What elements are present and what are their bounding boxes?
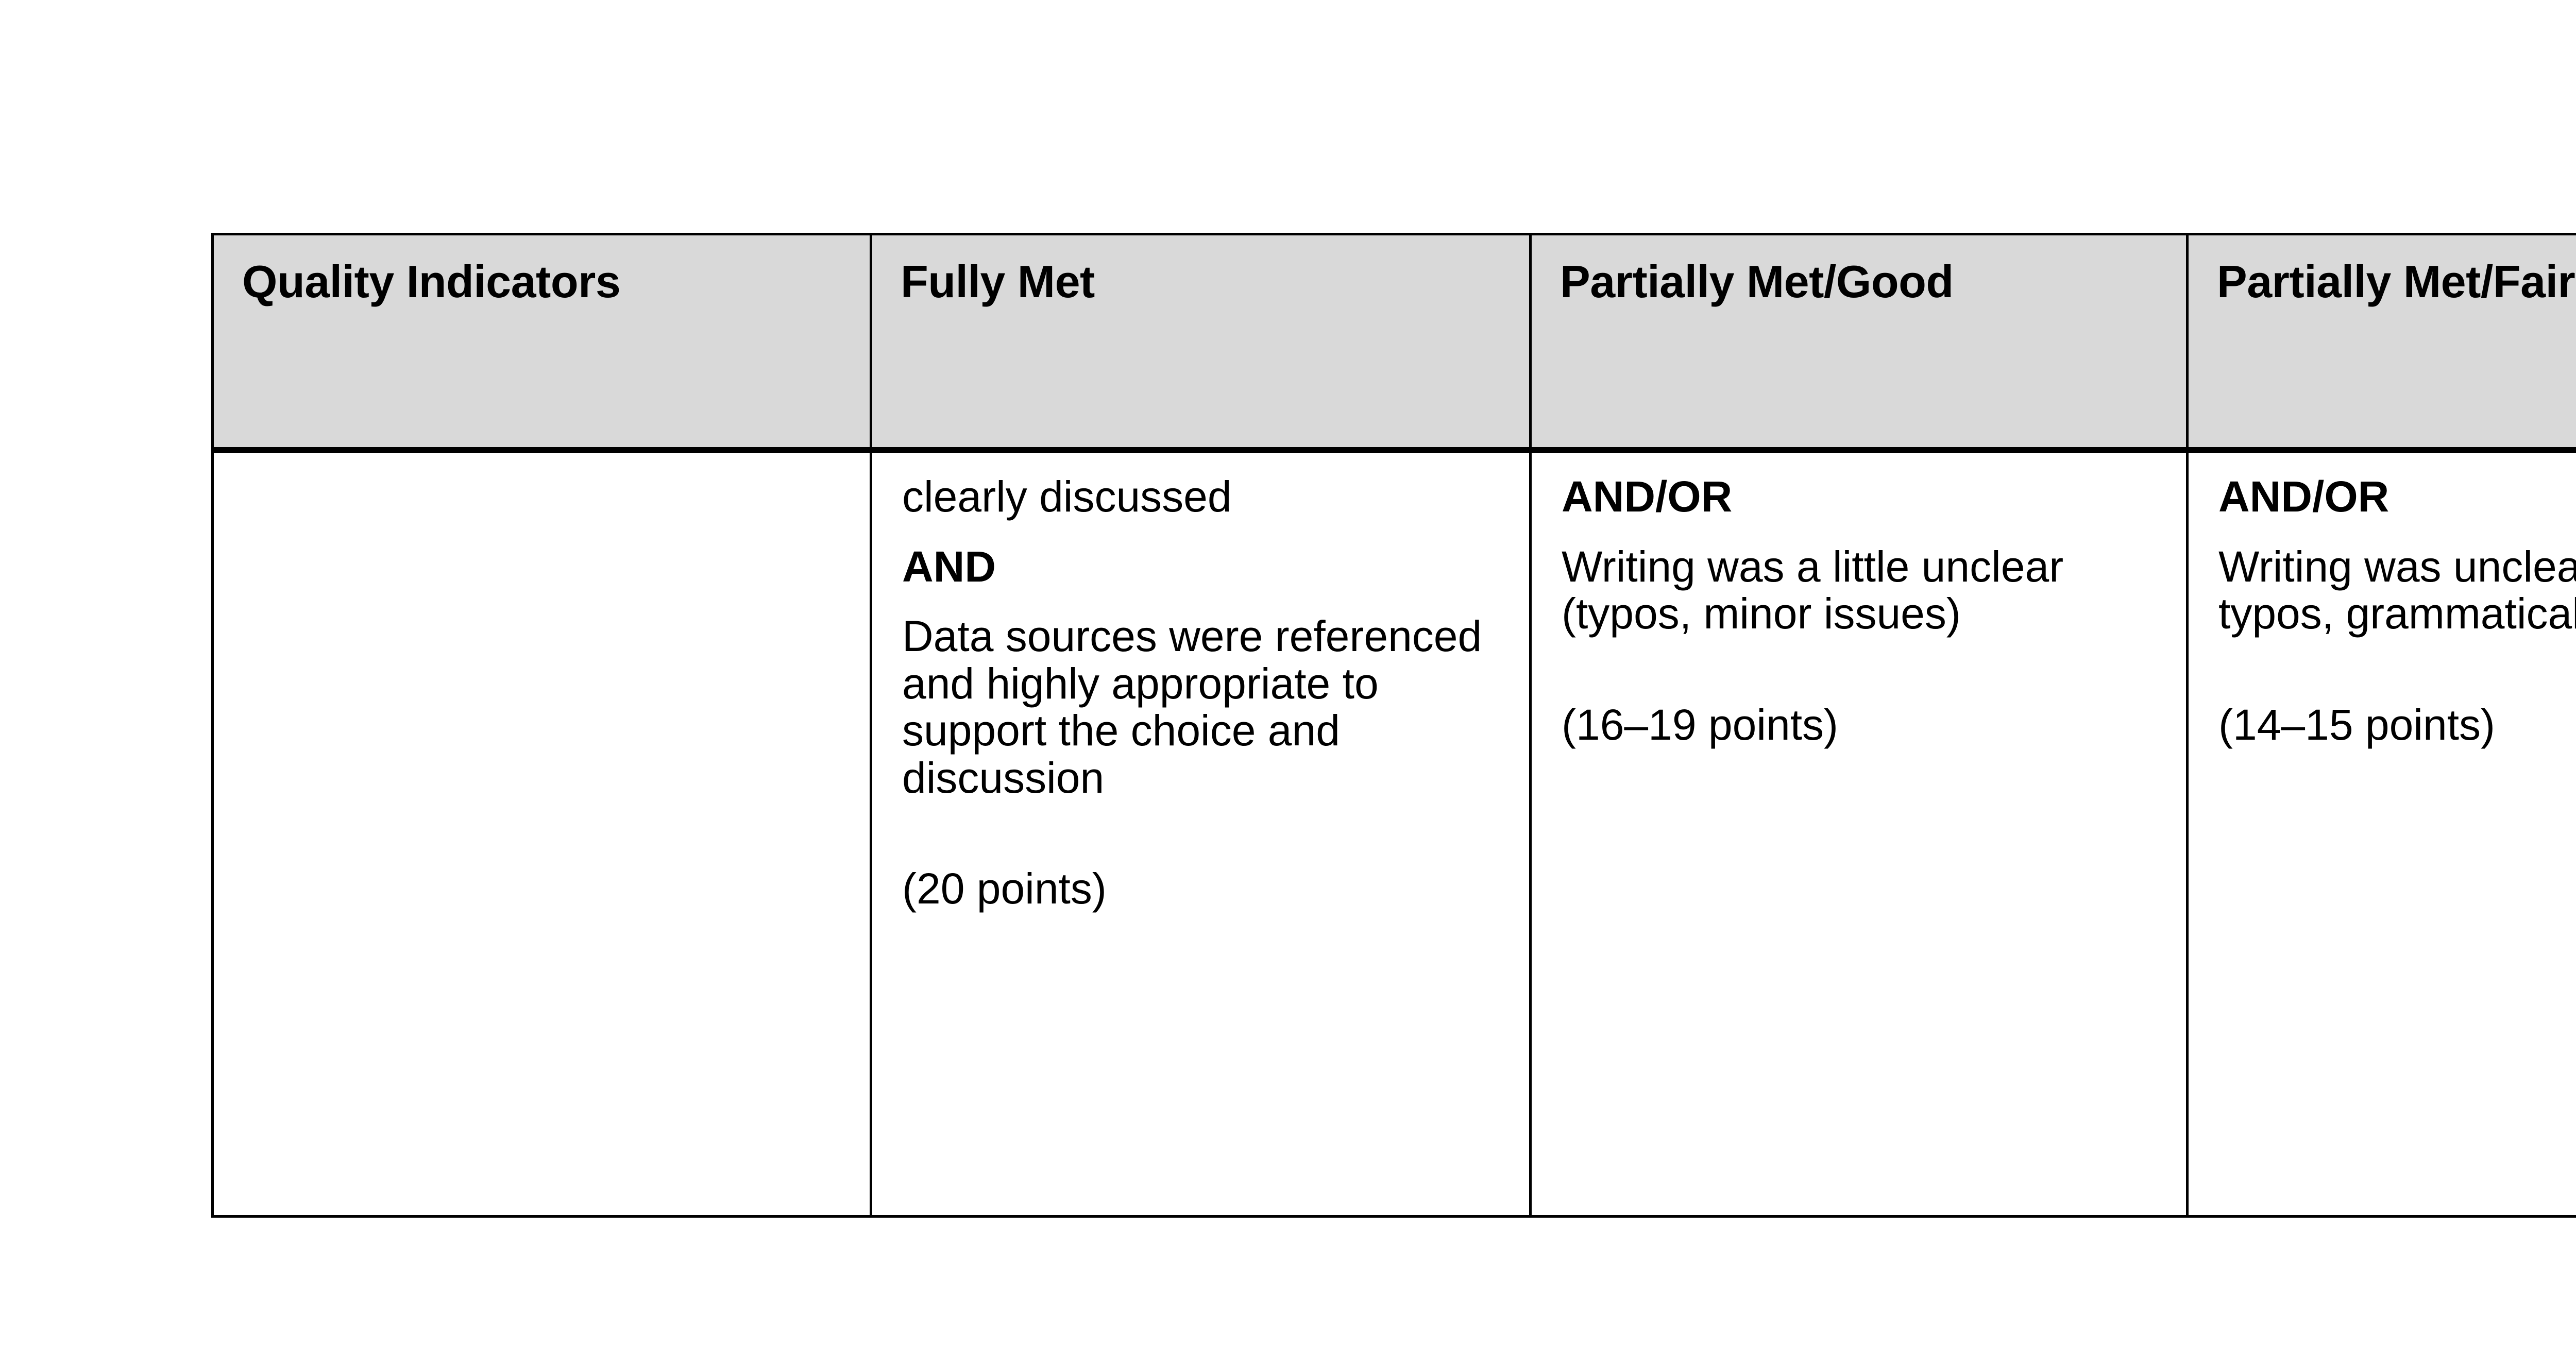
cell-partially-met-good: AND/OR Writing was a little unclear (typo…	[1529, 449, 2189, 1218]
rubric-table: Quality Indicators Fully Met Partially M…	[211, 233, 2576, 1218]
cell-partially-met-fair: AND/OR Writing was unclear (frequent typo…	[2186, 449, 2576, 1218]
cell-paragraph: (20 points)	[902, 864, 1107, 913]
cell-paragraph: Writing was unclear (frequent typos, gra…	[2218, 542, 2576, 638]
cell-fully-met: clearly discussed AND Data sources were re…	[870, 449, 1532, 1218]
table-header-row: Quality Indicators Fully Met Partially M…	[211, 233, 2576, 453]
column-header-fully-met: Fully Met	[870, 233, 1532, 453]
cell-paragraph: AND/OR	[2218, 472, 2389, 521]
cell-paragraph: clearly discussed	[902, 472, 1232, 521]
cell-paragraph: (16–19 points)	[1562, 700, 1839, 749]
cell-paragraph: AND	[902, 542, 996, 591]
table-header: Quality Indicators Fully Met Partially M…	[211, 233, 2576, 453]
cell-paragraph: AND/OR	[1562, 472, 1733, 521]
table-row: clearly discussed AND Data sources were re…	[211, 449, 2576, 1218]
cell-paragraph: (14–15 points)	[2218, 700, 2496, 749]
table-body: clearly discussed AND Data sources were re…	[211, 449, 2576, 1218]
cell-paragraphs: AND/OR Writing was a little unclear (typo…	[1562, 473, 2165, 748]
empty-cell-content	[244, 473, 849, 474]
column-header-partially-met-fair: Partially Met/Fair	[2186, 233, 2576, 453]
cell-paragraph: Writing was a little unclear (typos, min…	[1562, 542, 2064, 638]
cell-paragraphs: AND/OR Writing was unclear (frequent typo…	[2218, 473, 2576, 748]
cell-paragraph: Data sources were referenced and highly …	[902, 612, 1482, 802]
cell-paragraphs: clearly discussed AND Data sources were re…	[902, 473, 1509, 913]
column-header-quality-indicators: Quality Indicators	[211, 233, 872, 453]
column-header-partially-met-good: Partially Met/Good	[1529, 233, 2189, 453]
cell-quality-indicators	[211, 449, 872, 1218]
